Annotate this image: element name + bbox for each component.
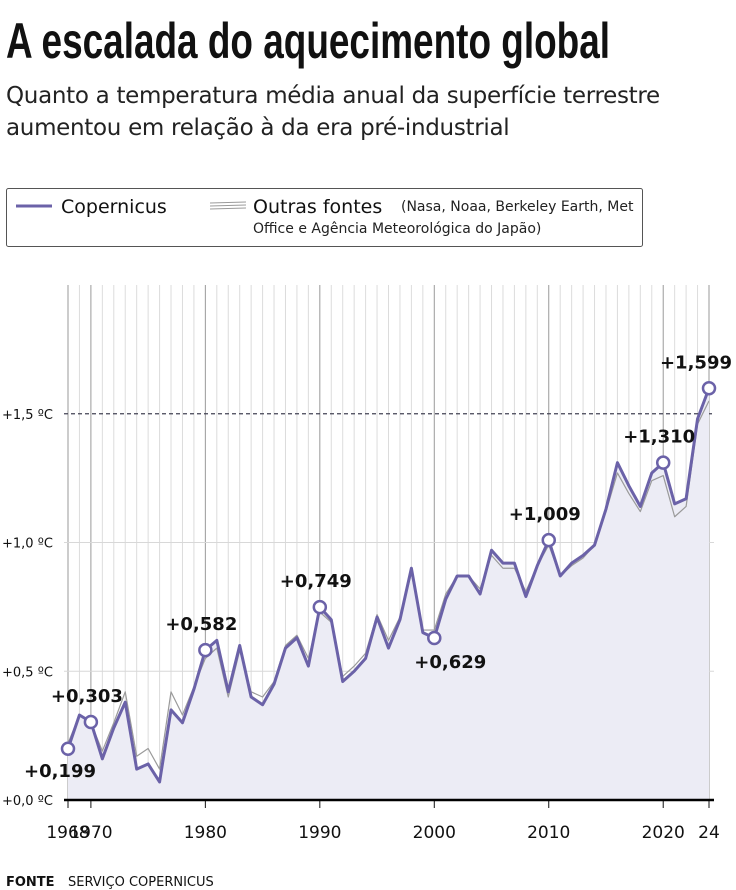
- x-tick-label: 1980: [184, 823, 227, 843]
- marker: [198, 642, 213, 658]
- legend-label: Copernicus: [61, 196, 167, 218]
- data-label: +0,629: [414, 652, 486, 673]
- data-label: +1,310: [623, 427, 695, 448]
- data-label: +1,009: [509, 504, 581, 525]
- x-tick-label: 2010: [527, 823, 570, 843]
- source-label: FONTE: [6, 875, 55, 890]
- y-tick-label: +0,5 ºC: [2, 665, 53, 680]
- data-label: +0,582: [165, 614, 237, 635]
- legend-box: [6, 188, 643, 247]
- marker: [427, 630, 442, 646]
- legend-swatch: [209, 201, 247, 204]
- legend-note: (Nasa, Noaa, Berkeley Earth, Met Office …: [253, 199, 634, 237]
- legend-swatch: [209, 207, 247, 210]
- x-tick-label: 1970: [69, 823, 112, 843]
- data-label: +0,303: [51, 686, 123, 707]
- x-tick-label: 24: [698, 823, 720, 843]
- chart-subtitle: Quanto a temperatura média anual da supe…: [6, 83, 660, 141]
- x-tick-label: 1968: [46, 823, 89, 843]
- chart-title: A escalada do aquecimento global: [6, 13, 610, 69]
- data-label: +0,749: [280, 571, 352, 592]
- y-tick-label: +0,0 ºC: [2, 794, 53, 809]
- line-copernicus: [66, 387, 711, 784]
- marker: [312, 599, 328, 615]
- data-label: +0,199: [24, 761, 96, 782]
- subtitle-box: Quanto a temperatura média anual da supe…: [6, 83, 660, 141]
- legend-label: Outras fontes: [253, 196, 382, 218]
- x-tick-label: 2020: [642, 823, 685, 843]
- marker: [701, 381, 717, 396]
- data-label: +1,599: [660, 352, 732, 373]
- y-tick-label: +1,0 ºC: [2, 537, 53, 552]
- marker: [83, 714, 99, 730]
- marker: [541, 532, 556, 548]
- legend-swatch: [209, 204, 247, 207]
- legend-note-box: (Nasa, Noaa, Berkeley Earth, Met Office …: [253, 199, 634, 237]
- x-tick-label: 1990: [298, 823, 341, 843]
- marker: [60, 741, 76, 757]
- y-tick-label: +1,5 ºC: [2, 408, 53, 423]
- source-text: SERVIÇO COPERNICUS: [68, 875, 214, 890]
- marker: [655, 455, 671, 470]
- x-tick-label: 2000: [413, 823, 456, 843]
